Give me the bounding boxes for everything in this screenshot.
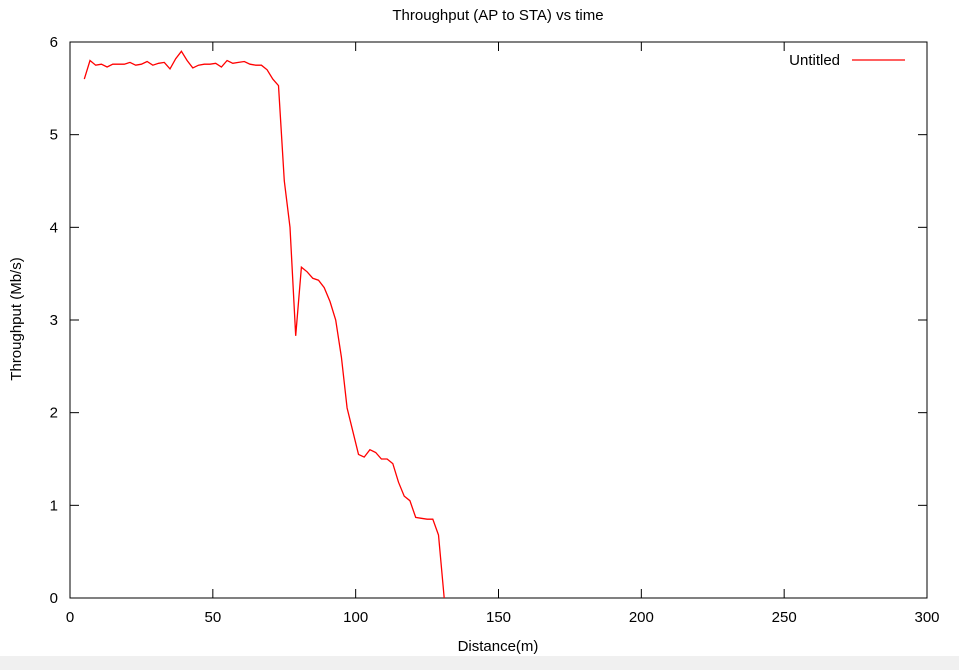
y-tick-label: 0: [50, 590, 58, 607]
y-tick-label: 1: [50, 497, 58, 514]
y-tick-label: 5: [50, 127, 58, 144]
y-axis-ticks: 0 1 2 3 4 5 6: [50, 34, 927, 607]
x-tick-label: 250: [772, 609, 797, 626]
x-axis-label: Distance(m): [458, 638, 539, 655]
x-tick-label: 0: [66, 609, 74, 626]
y-axis-label: Throughput (Mb/s): [8, 257, 25, 380]
y-tick-label: 3: [50, 312, 58, 329]
chart-title: Throughput (AP to STA) vs time: [392, 7, 603, 24]
legend: Untitled: [789, 52, 905, 69]
x-tick-label: 300: [914, 609, 939, 626]
x-tick-label: 50: [204, 609, 221, 626]
series-line-untitled: [83, 50, 445, 599]
x-tick-label: 150: [486, 609, 511, 626]
y-tick-label: 6: [50, 34, 58, 51]
y-tick-label: 4: [50, 219, 58, 236]
plot-frame: [69, 41, 928, 599]
y-tick-label: 2: [50, 405, 58, 422]
x-tick-label: 200: [629, 609, 654, 626]
chart: Throughput (AP to STA) vs time Throughpu…: [0, 0, 959, 656]
x-axis-ticks: 0 50 100 150 200 250 300: [66, 42, 940, 626]
x-tick-label: 100: [343, 609, 368, 626]
legend-label: Untitled: [789, 52, 840, 69]
